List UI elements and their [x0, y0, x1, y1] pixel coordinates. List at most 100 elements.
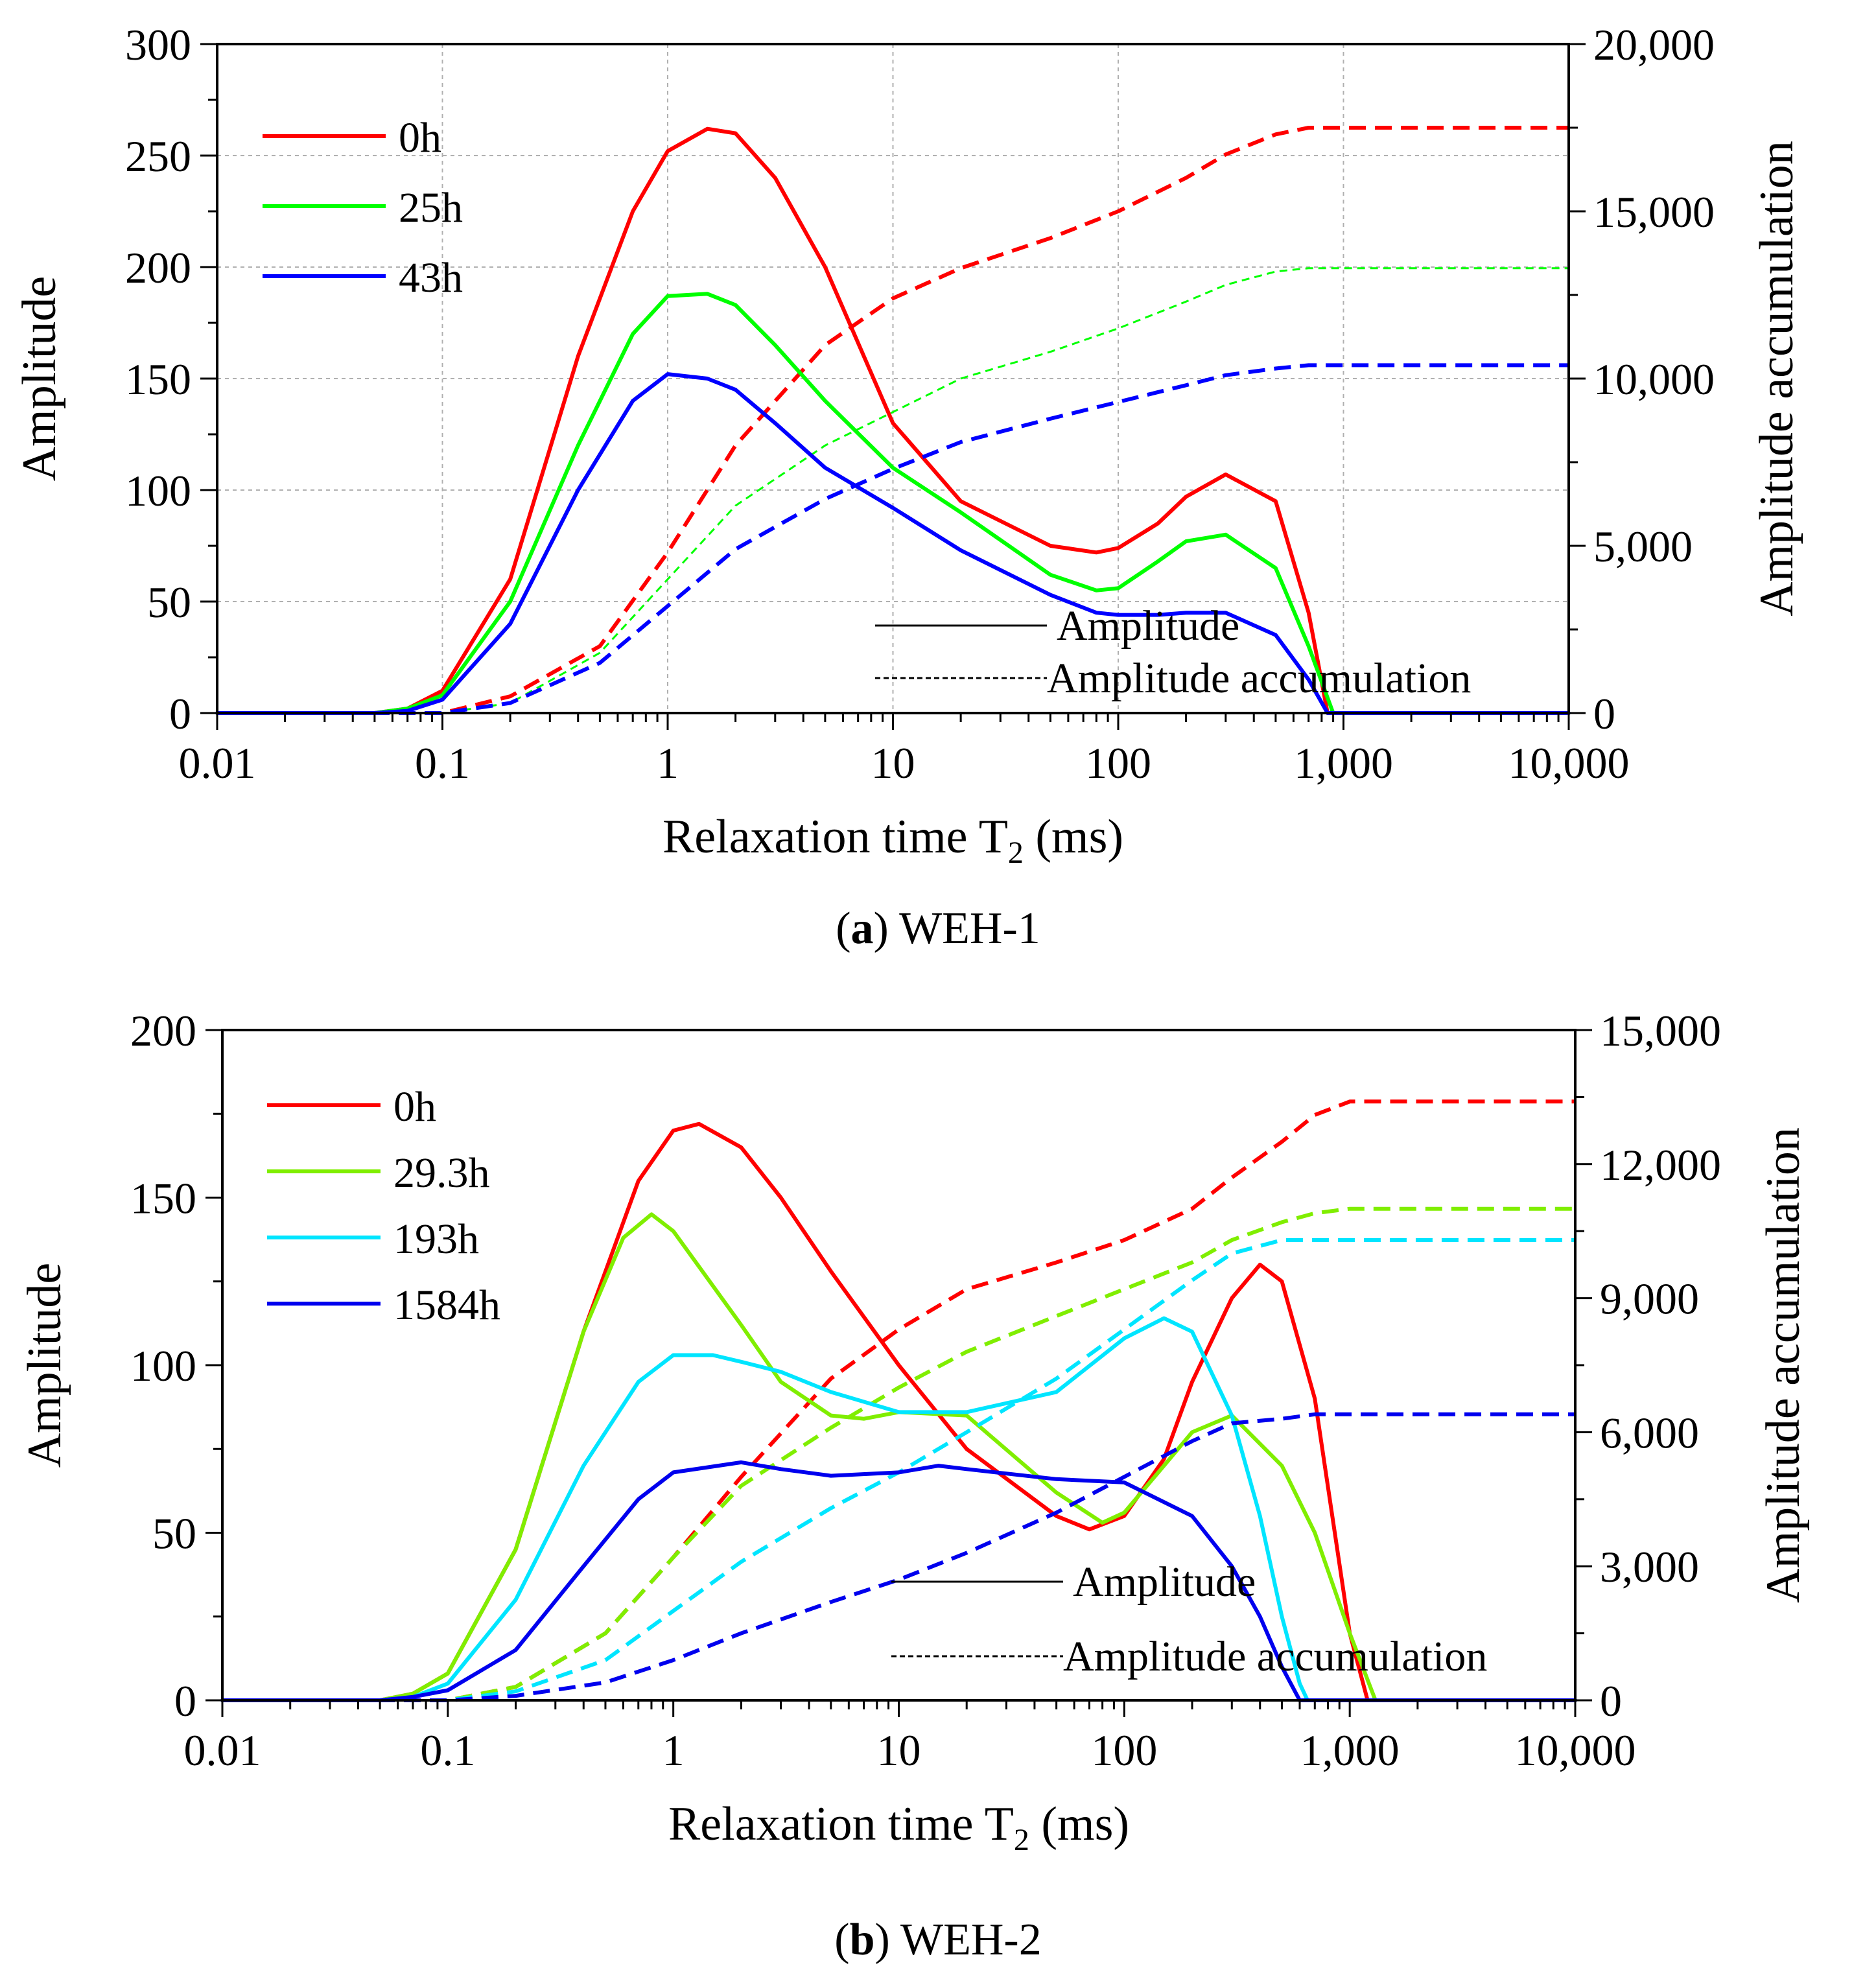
panel-a-y2-tick-label: 10,000: [1593, 355, 1715, 404]
panel-a-y2-tick-label: 5,000: [1593, 522, 1693, 571]
panel-a-y-tick-label: 100: [125, 466, 191, 515]
amplitude-line-193h: [220, 1316, 1577, 1702]
panel-a-x-tick-labels: 0.01 0.1 1 10 100 1,000 10,000: [179, 738, 1630, 788]
panel-a-x-tick-label: 0.01: [179, 738, 256, 788]
panel-b-y-tick-label: 100: [130, 1341, 196, 1390]
panel-b-x-tick-label: 0.1: [420, 1726, 475, 1775]
panel-b-x-tick-label: 0.01: [184, 1726, 261, 1775]
panel-a-y-tick-label: 300: [125, 20, 191, 69]
panel-b-series: [220, 1099, 1577, 1702]
panel-a-x-tick-label: 1: [657, 738, 679, 788]
panel-b-axes: [205, 1029, 1592, 1717]
x-label-main: Relaxation time T: [668, 1798, 1014, 1851]
dashed-style-label: Amplitude accumulation: [1047, 655, 1471, 702]
legend-label: 0h: [399, 114, 441, 161]
panel-a-line-style-key: Amplitude Amplitude accumulation: [875, 602, 1471, 702]
dashed-style-label: Amplitude accumulation: [1063, 1633, 1487, 1680]
panel-b-y2-tick-label: 0: [1600, 1676, 1622, 1726]
legend-item: 0h: [267, 1083, 436, 1131]
solid-style-label: Amplitude: [1073, 1558, 1256, 1606]
accumulation-line-43h: [217, 363, 1569, 715]
legend-label: 193h: [393, 1215, 479, 1263]
panel-a-legend: 0h 25h 43h: [263, 114, 463, 301]
panel-b-x-tick-labels: 0.01 0.1 1 10 100 1,000 10,000: [184, 1726, 1636, 1775]
amplitude-line-1584h: [220, 1460, 1577, 1702]
panel-b-y-tick-label: 50: [152, 1509, 196, 1558]
accumulation-line-29.3h: [222, 1206, 1575, 1702]
panel-b-y-tick-label: 0: [174, 1676, 196, 1726]
solid-style-label: Amplitude: [1057, 602, 1239, 650]
panel-a-x-tick-label: 10: [871, 738, 915, 788]
panel-b-y-tick-label: 200: [130, 1006, 196, 1055]
caption-open: (: [836, 904, 850, 954]
panel-a-y-tick-label: 200: [125, 243, 191, 292]
legend-item: 43h: [263, 254, 463, 301]
panel-b-x-tick-label: 10,000: [1515, 1726, 1636, 1775]
panel-a-x-tick-label: 10,000: [1508, 738, 1630, 788]
panel-a: 0.01 0.1 1 10 100 1,000 10,000 0 50 100 …: [13, 20, 1803, 954]
panel-b-y2-tick-label: 9,000: [1600, 1274, 1699, 1324]
panel-a-x-tick-label: 0.1: [415, 738, 470, 788]
amplitude-line-0h: [215, 126, 1571, 715]
panel-b-y2-axis-label: Amplitude accumulation: [1757, 1127, 1810, 1603]
x-label-unit: (ms): [1024, 810, 1123, 863]
panel-b-y2-tick-label: 3,000: [1600, 1542, 1699, 1591]
accumulation-line-193h: [222, 1238, 1575, 1702]
caption-open: (: [834, 1915, 849, 1965]
panel-b-caption: (b) WEH-2: [834, 1915, 1042, 1965]
legend-item: 0h: [263, 114, 441, 161]
accumulation-line-1584h: [222, 1412, 1575, 1702]
panel-a-y2-tick-label: 15,000: [1593, 187, 1715, 237]
panel-a-y2-tick-label: 0: [1593, 689, 1615, 738]
panel-b-y-axis-label: Amplitude: [18, 1263, 71, 1468]
panel-a-y2-tick-labels: 0 5,000 10,000 15,000 20,000: [1593, 20, 1715, 738]
panel-a-y-tick-label: 50: [147, 578, 191, 627]
panel-a-x-axis-label: Relaxation time T2 (ms): [662, 810, 1123, 870]
x-label-unit: (ms): [1029, 1798, 1129, 1851]
legend-label: 25h: [399, 184, 463, 231]
legend-label: 1584h: [393, 1282, 500, 1329]
panel-b-y2-tick-label: 15,000: [1600, 1006, 1721, 1055]
panel-a-caption: (a) WEH-1: [836, 904, 1040, 954]
panel-a-x-tick-label: 100: [1085, 738, 1151, 788]
panel-a-grid: [217, 44, 1569, 713]
panel-b-y2-tick-labels: 0 3,000 6,000 9,000 12,000 15,000: [1600, 1006, 1721, 1726]
panel-b-y2-tick-label: 6,000: [1600, 1408, 1699, 1457]
panel-b-x-tick-label: 1,000: [1300, 1726, 1400, 1775]
legend-item: 1584h: [267, 1282, 500, 1329]
panel-b-y-tick-label: 150: [130, 1174, 196, 1223]
panel-a-y2-axis-label: Amplitude accumulation: [1750, 141, 1803, 616]
accumulation-line-25h: [217, 267, 1569, 714]
panel-a-y-tick-label: 0: [169, 689, 191, 738]
panel-a-y2-tick-label: 20,000: [1593, 20, 1715, 69]
panel-b-y2-tick-label: 12,000: [1600, 1140, 1721, 1190]
caption-letter: a: [851, 904, 874, 954]
caption-text: ) WEH-2: [875, 1915, 1042, 1965]
amplitude-line-25h: [215, 292, 1571, 715]
legend-label: 0h: [393, 1083, 436, 1131]
legend-label: 43h: [399, 254, 463, 301]
panel-b-y-tick-labels: 0 50 100 150 200: [130, 1006, 196, 1726]
panel-b-x-tick-label: 10: [877, 1726, 921, 1775]
panel-a-y-axis-label: Amplitude: [13, 276, 66, 482]
panel-a-series: [215, 126, 1571, 715]
x-label-main: Relaxation time T: [662, 810, 1008, 863]
x-label-subscript: 2: [1008, 836, 1024, 870]
legend-label: 29.3h: [393, 1149, 490, 1197]
caption-letter: b: [850, 1915, 875, 1965]
panel-b-x-axis-label: Relaxation time T2 (ms): [668, 1798, 1129, 1857]
accumulation-line-0h: [217, 126, 1569, 715]
legend-item: 29.3h: [267, 1149, 490, 1197]
panel-a-axes: [200, 43, 1586, 730]
panel-b-x-tick-label: 100: [1091, 1726, 1157, 1775]
panel-a-x-tick-label: 1,000: [1294, 738, 1393, 788]
panel-b: 0.01 0.1 1 10 100 1,000 10,000 0 50 100 …: [18, 1006, 1810, 1965]
panel-a-y-tick-label: 250: [125, 132, 191, 181]
legend-item: 25h: [263, 184, 463, 231]
legend-item: 193h: [267, 1215, 479, 1263]
amplitude-line-29.3h: [220, 1212, 1577, 1702]
amplitude-line-43h: [215, 372, 1571, 715]
panel-a-y-tick-labels: 0 50 100 150 200 250 300: [125, 20, 191, 738]
panel-b-line-style-key: Amplitude Amplitude accumulation: [891, 1558, 1487, 1680]
